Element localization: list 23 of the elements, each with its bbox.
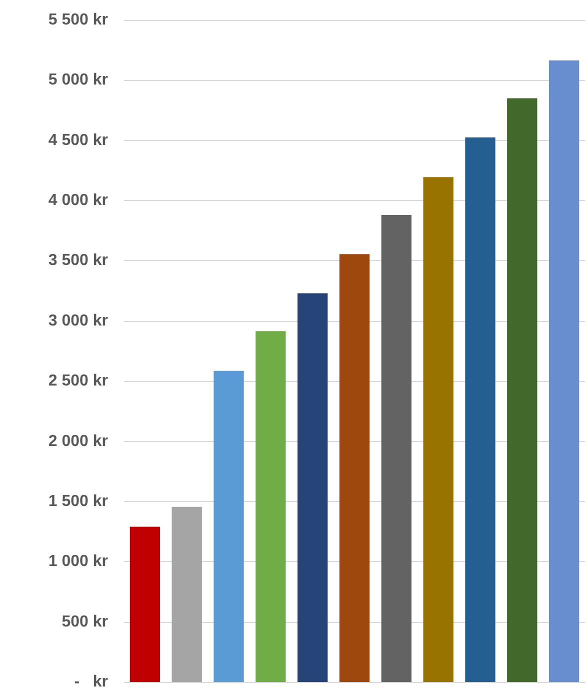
y-tick-label: 5 000 kr (48, 72, 108, 89)
bar (172, 506, 202, 682)
bar (548, 60, 580, 682)
bar (423, 177, 454, 682)
y-tick-label: 1 500 kr (48, 492, 108, 510)
y-tick-label: 4 500 kr (48, 132, 108, 149)
bar (339, 254, 370, 682)
y-tick-label: - kr (74, 674, 108, 690)
y-tick-label: 5 500 kr (48, 12, 108, 28)
bar (130, 526, 160, 682)
y-tick-label: 2 500 kr (48, 372, 108, 390)
bar (381, 214, 412, 682)
bar (214, 370, 244, 682)
y-tick-label: 2 000 kr (48, 432, 108, 450)
bar (298, 293, 328, 682)
bar (256, 331, 286, 682)
y-tick-label: 500 kr (62, 613, 108, 630)
y-tick-label: 3 000 kr (48, 312, 108, 330)
y-tick-label: 3 500 kr (48, 252, 108, 270)
y-tick-label: 4 000 kr (48, 192, 108, 210)
bar (465, 137, 496, 682)
y-tick-label: 1 000 kr (48, 553, 108, 570)
bar (507, 98, 538, 682)
